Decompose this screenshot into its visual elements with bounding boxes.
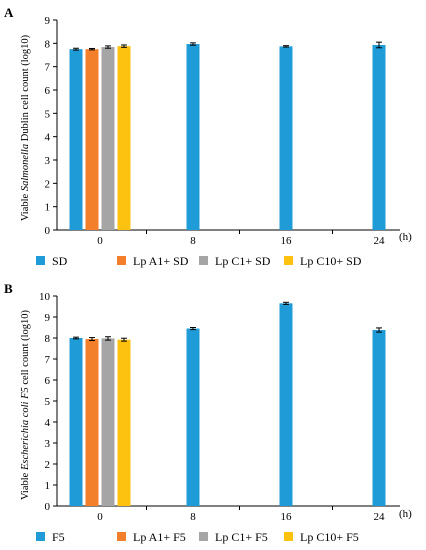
x-tick-label-b: 8 (190, 511, 196, 523)
bar-b-s0-c0 (69, 338, 83, 506)
bar-a-s0-c3 (372, 44, 386, 230)
y-axis-label-a-post: Dublin cell count (log10) (20, 34, 31, 144)
legend-label-b-3: Lp C10+ F5 (300, 530, 359, 544)
legend-label-b-1: Lp A1+ F5 (133, 530, 186, 544)
legend-label-a-2: Lp C1+ SD (215, 254, 271, 268)
error-bar-b-s0-c1 (190, 327, 196, 331)
x-tick-label-a: 0 (97, 235, 103, 247)
y-tick-label-b: 0 (45, 501, 51, 513)
legend-b: F5 Lp A1+ F5 Lp C1+ F5 Lp C10+ F5 (36, 530, 359, 544)
bar-b-s1-c0 (85, 339, 99, 506)
legend-a: SD Lp A1+ SD Lp C1+ SD Lp C10+ SD (36, 254, 362, 268)
y-tick-label-b: 3 (45, 438, 51, 450)
error-bar-b-s3-c0 (121, 337, 127, 342)
legend-label-b-2: Lp C1+ F5 (215, 530, 268, 544)
error-bar-a-s3-c0 (121, 44, 127, 48)
bar-b-s2-c0 (101, 338, 115, 506)
bar-b-s0-c3 (372, 330, 386, 506)
error-bar-b-s2-c0 (105, 336, 111, 341)
y-tick-label-b: 2 (45, 459, 51, 471)
bars-b (69, 301, 386, 506)
error-bar-a-s2-c0 (105, 45, 111, 49)
y-axis-label-b-post: cell count (log10) (20, 309, 31, 387)
y-tick-label-b: 6 (45, 375, 51, 387)
error-bar-b-s0-c0 (73, 336, 79, 340)
legend-swatch-a-3 (284, 256, 293, 265)
y-tick-label-b: 7 (45, 354, 51, 366)
bar-a-s3-c0 (117, 46, 131, 231)
y-tick-label-b: 4 (45, 417, 51, 429)
y-tick-label-a: 5 (45, 108, 51, 120)
y-tick-label-a: 8 (45, 38, 51, 50)
y-tick-label-a: 1 (45, 202, 51, 214)
chart-panel-a: A Viable Salmonella Dublin cell count (l… (4, 5, 412, 268)
y-tick-label-a: 4 (45, 132, 51, 144)
x-tick-label-a: 16 (281, 235, 293, 247)
y-tick-label-b: 10 (39, 291, 51, 303)
panel-label-a: A (4, 5, 14, 20)
chart-panel-b: B Viable Escherichia coli F5 cell count … (4, 281, 412, 544)
x-tick-label-a: 8 (190, 235, 196, 247)
legend-label-a-3: Lp C10+ SD (300, 254, 362, 268)
x-tick-label-a: 24 (374, 235, 386, 247)
bar-a-s1-c0 (85, 49, 99, 230)
bars-a (69, 41, 386, 231)
x-tick-label-b: 16 (281, 511, 293, 523)
legend-swatch-a-0 (36, 256, 45, 265)
y-tick-label-a: 6 (45, 85, 51, 97)
y-tick-label-a: 9 (45, 15, 51, 27)
y-tick-label-a: 2 (45, 178, 51, 190)
legend-swatch-a-2 (199, 256, 208, 265)
error-bar-b-s0-c2 (283, 301, 289, 305)
legend-swatch-b-2 (199, 532, 208, 541)
axes-b: 0 1 2 3 4 5 6 7 8 9 10 0 8 16 24 (39, 291, 400, 523)
y-axis-label-a: Viable Salmonella Dublin cell count (log… (20, 34, 31, 221)
x-tick-label-b: 24 (374, 511, 386, 523)
y-axis-label-a-italic: Salmonella (20, 144, 31, 191)
error-bar-a-s0-c3 (376, 41, 382, 49)
error-bar-a-s0-c2 (283, 45, 289, 48)
bar-a-s0-c2 (279, 46, 293, 230)
x-unit-label-a: (h) (399, 231, 412, 243)
legend-label-b-0: F5 (52, 530, 65, 544)
error-bar-b-s1-c0 (89, 337, 95, 342)
legend-swatch-b-3 (284, 532, 293, 541)
legend-label-a-1: Lp A1+ SD (133, 254, 189, 268)
legend-label-a-0: SD (52, 254, 68, 268)
panel-label-b: B (4, 281, 13, 296)
x-tick-label-b: 0 (97, 511, 103, 523)
y-axis-label-b: Viable Escherichia coli F5 cell count (l… (20, 309, 31, 500)
y-axis-label-b-italic: Escherichia coli F5 (20, 387, 31, 471)
y-tick-label-a: 3 (45, 155, 51, 167)
bar-a-s0-c1 (186, 44, 200, 231)
legend-swatch-a-1 (117, 256, 126, 265)
legend-swatch-b-0 (36, 532, 45, 541)
y-axis-label-a-pre: Viable (20, 191, 31, 221)
error-bar-a-s0-c0 (73, 47, 79, 51)
y-axis-label-b-pre: Viable (20, 470, 31, 500)
error-bar-b-s0-c3 (376, 327, 382, 333)
y-tick-label-b: 1 (45, 480, 51, 492)
y-tick-label-b: 5 (45, 396, 51, 408)
y-tick-label-a: 0 (45, 225, 51, 237)
x-unit-label-b: (h) (399, 508, 412, 520)
error-bar-a-s1-c0 (89, 47, 95, 51)
bar-b-s0-c2 (279, 303, 293, 506)
bar-a-s0-c0 (69, 49, 83, 230)
y-tick-label-a: 7 (45, 62, 51, 74)
bar-a-s2-c0 (101, 47, 115, 230)
y-tick-label-b: 9 (45, 312, 51, 324)
bar-b-s3-c0 (117, 339, 131, 506)
y-tick-label-b: 8 (45, 333, 51, 345)
error-bar-a-s0-c1 (190, 42, 196, 46)
legend-swatch-b-1 (117, 532, 126, 541)
bar-b-s0-c1 (186, 328, 200, 506)
